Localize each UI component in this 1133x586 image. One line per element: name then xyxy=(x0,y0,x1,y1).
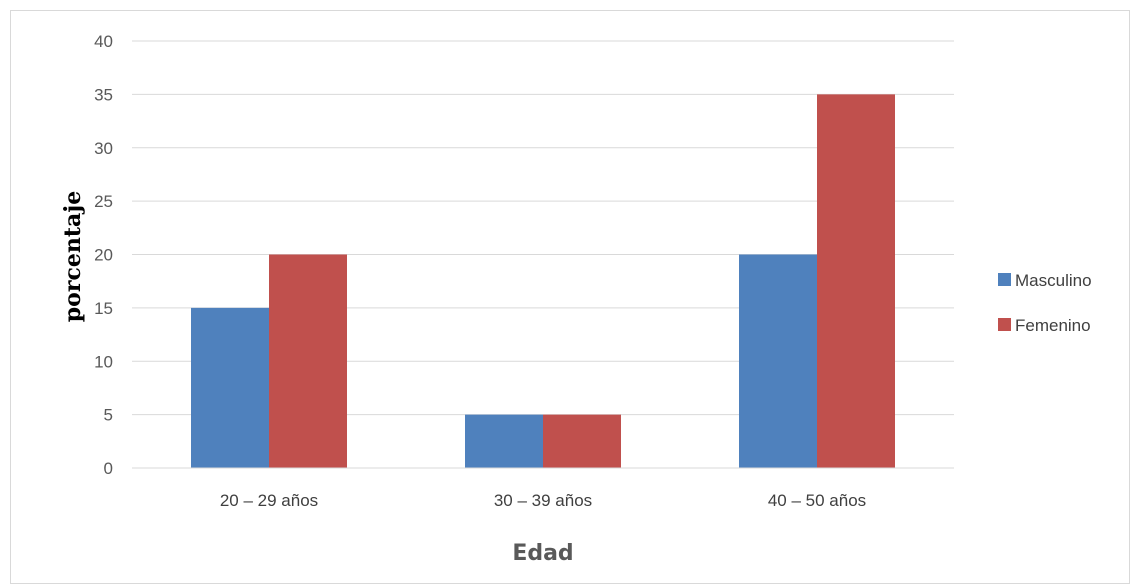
y-tick-label: 10 xyxy=(94,352,113,371)
bar-femenino-1 xyxy=(269,254,347,468)
y-axis-title: porcentaje xyxy=(60,191,86,322)
legend-swatch-femenino xyxy=(998,318,1011,331)
bar-femenino-3 xyxy=(817,94,895,468)
x-axis-title: Edad xyxy=(512,541,573,566)
legend: Masculino Femenino xyxy=(998,271,1092,335)
x-axis-categories: 20 – 29 años 30 – 39 años 40 – 50 años xyxy=(220,491,866,510)
y-tick-label: 0 xyxy=(104,459,113,478)
chart-frame xyxy=(10,10,1130,584)
y-tick-label: 20 xyxy=(94,246,113,265)
y-axis-ticks: 0 5 10 15 20 25 30 35 40 xyxy=(94,32,113,478)
legend-label-masculino: Masculino xyxy=(1015,271,1092,290)
y-tick-label: 15 xyxy=(94,299,113,318)
x-category-label: 30 – 39 años xyxy=(494,491,592,510)
bar-masculino-3 xyxy=(739,254,817,468)
bars xyxy=(191,94,895,468)
y-tick-label: 40 xyxy=(94,32,113,51)
legend-label-femenino: Femenino xyxy=(1015,316,1091,335)
bar-masculino-1 xyxy=(191,307,269,468)
bar-femenino-2 xyxy=(543,414,621,468)
y-tick-label: 5 xyxy=(104,406,113,425)
y-tick-label: 25 xyxy=(94,192,113,211)
legend-swatch-masculino xyxy=(998,273,1011,286)
y-tick-label: 30 xyxy=(94,139,113,158)
x-category-label: 40 – 50 años xyxy=(768,491,866,510)
x-category-label: 20 – 29 años xyxy=(220,491,318,510)
y-tick-label: 35 xyxy=(94,85,113,104)
bar-masculino-2 xyxy=(465,414,543,468)
